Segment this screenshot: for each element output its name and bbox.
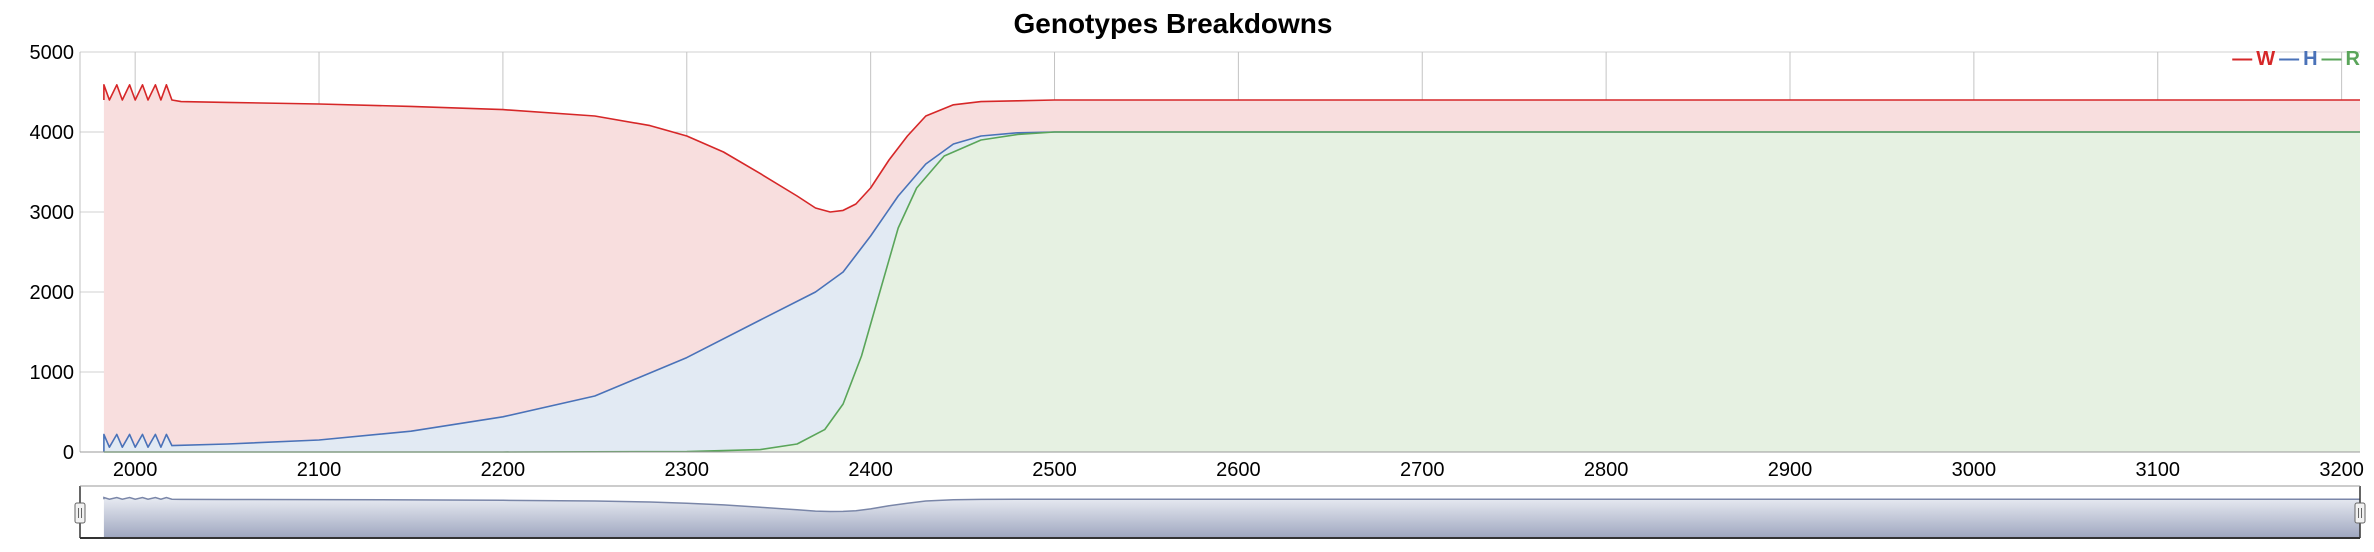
handle-body[interactable] — [74, 502, 86, 524]
x-tick-label-2100: 2100 — [297, 459, 342, 481]
legend[interactable]: — W — H — R — [2232, 48, 2360, 70]
y-tick-label-3000: 3000 — [30, 202, 75, 224]
legend-dash-w: — — [2232, 48, 2252, 70]
axes: 0 1000 2000 3000 4000 5000 2000 2100 2200 2300 240… — [30, 42, 2364, 481]
legend-dash-h: — — [2279, 48, 2299, 70]
legend-label-w: W — [2256, 48, 2275, 70]
area-r — [103, 132, 2361, 452]
handle-body[interactable] — [2354, 502, 2366, 524]
line-w — [103, 84, 2360, 213]
line-r — [103, 131, 2360, 453]
x-tick-label-2000: 2000 — [113, 459, 158, 481]
legend-label-r: R — [2346, 48, 2361, 70]
series-lines — [103, 84, 2360, 453]
y-tick-label-4000: 4000 — [30, 122, 75, 144]
line-h — [103, 131, 2360, 452]
x-tick-label-2900: 2900 — [1768, 459, 1813, 481]
navigator-left-handle[interactable] — [74, 502, 86, 524]
legend-text[interactable]: — W — H — R — [2232, 48, 2360, 70]
x-tick-label-2400: 2400 — [848, 459, 893, 481]
navigator-right-handle[interactable] — [2354, 502, 2366, 524]
x-tick-label-2300: 2300 — [665, 459, 710, 481]
x-tick-label-3000: 3000 — [1952, 459, 1997, 481]
x-tick-label-2600: 2600 — [1216, 459, 1261, 481]
y-tick-label-5000: 5000 — [30, 42, 75, 64]
x-tick-label-2500: 2500 — [1032, 459, 1077, 481]
x-tick-label-3200: 3200 — [2319, 459, 2364, 481]
x-tick-label-2200: 2200 — [481, 459, 526, 481]
chart-title: Genotypes Breakdowns — [1014, 8, 1333, 39]
x-tick-label-2800: 2800 — [1584, 459, 1629, 481]
x-tick-label-3100: 3100 — [2135, 459, 2180, 481]
y-tick-label-0: 0 — [63, 442, 74, 464]
navigator-line — [103, 496, 2360, 513]
y-tick-label-1000: 1000 — [30, 362, 75, 384]
navigator-area — [103, 497, 2361, 538]
y-tick-label-2000: 2000 — [30, 282, 75, 304]
range-navigator[interactable] — [74, 485, 2366, 539]
legend-dash-r: — — [2322, 48, 2342, 70]
series-areas — [103, 84, 2361, 453]
legend-label-h: H — [2303, 48, 2317, 70]
x-tick-label-2700: 2700 — [1400, 459, 1445, 481]
